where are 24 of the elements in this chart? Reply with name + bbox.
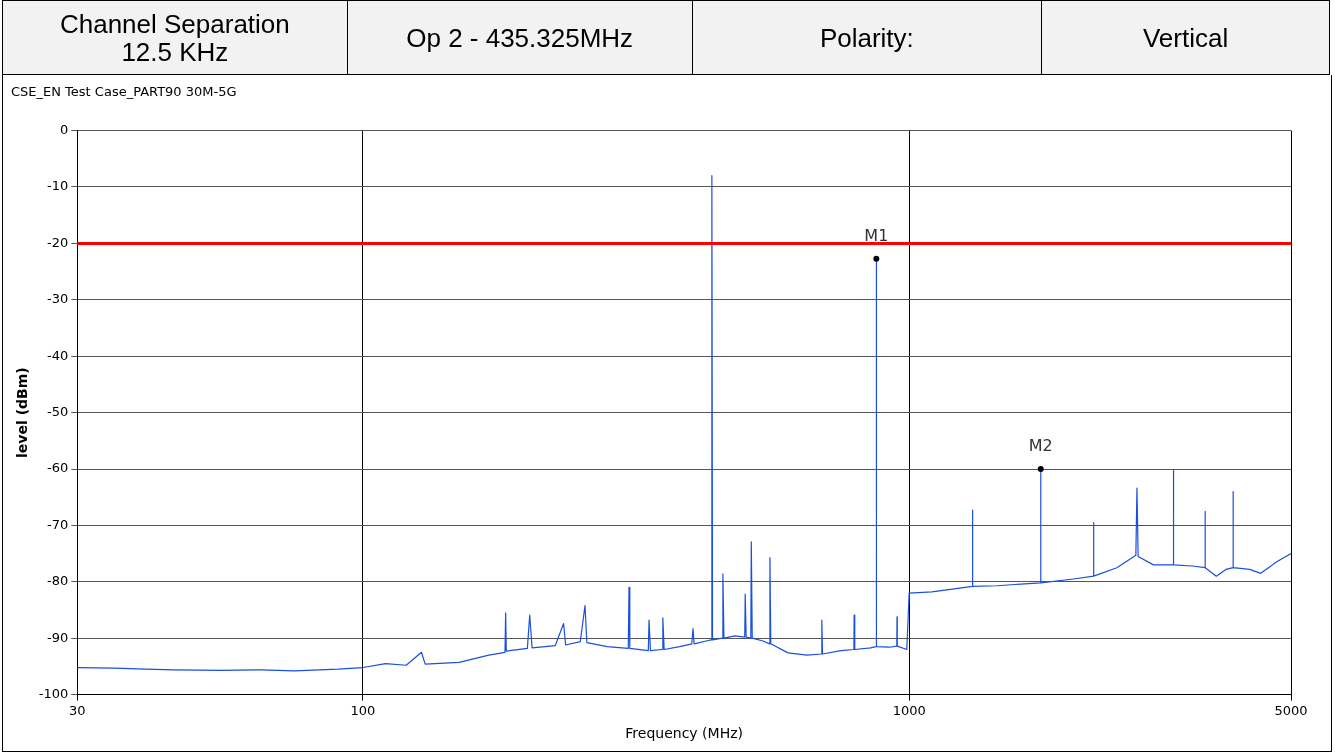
- y-tick-label: -100: [38, 685, 69, 701]
- y-tick-label: -70: [47, 516, 69, 532]
- text: Vertical: [1041, 0, 1330, 75]
- chart-title: CSE_EN Test Case_PART90 30M-5G: [11, 84, 237, 100]
- x-tick-label: 100: [350, 702, 376, 718]
- annotation: M2: [1028, 436, 1053, 455]
- y-tick-label: -20: [47, 234, 69, 250]
- y-axis-title: level (dBm): [14, 367, 31, 458]
- y-tick-label: 0: [60, 121, 69, 137]
- x-tick-label: 5000: [1274, 702, 1308, 718]
- y-tick-label: -60: [47, 460, 69, 476]
- y-tick-label: -80: [47, 573, 69, 589]
- x-tick-label: 30: [69, 702, 86, 718]
- x-tick-label: 1000: [892, 702, 926, 718]
- text: Polarity:: [692, 0, 1042, 75]
- y-tick-label: -90: [47, 629, 69, 645]
- x-axis-title: Frequency (MHz): [625, 725, 743, 742]
- y-tick-label: -10: [47, 178, 69, 194]
- y-tick-label: -50: [47, 403, 69, 419]
- text: Channel Separation 12.5 KHz: [2, 0, 348, 75]
- annotation: M1: [864, 225, 889, 245]
- y-tick-label: -40: [47, 347, 69, 363]
- y-tick-label: -30: [47, 291, 69, 307]
- text: Op 2 - 435.325MHz: [347, 0, 693, 75]
